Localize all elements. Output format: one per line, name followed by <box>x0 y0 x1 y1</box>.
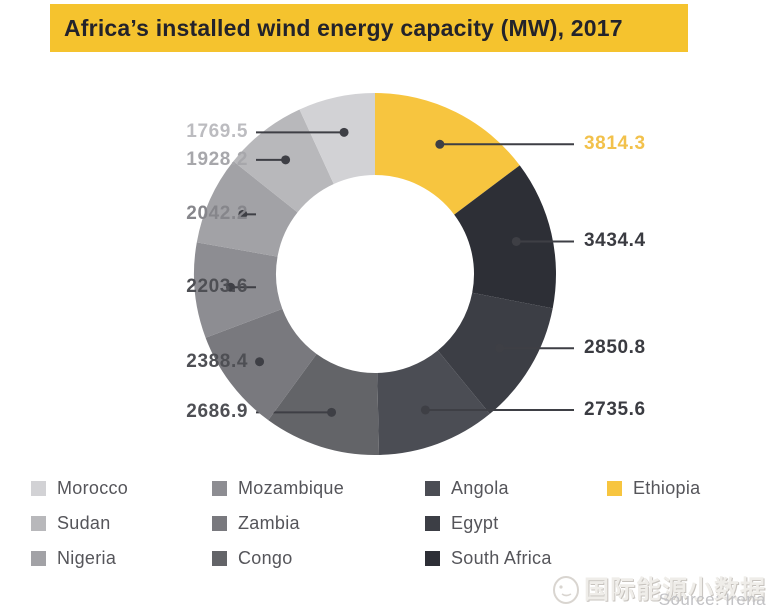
legend-column: Ethiopia <box>607 477 701 498</box>
chart-title: Africa’s installed wind energy capacity … <box>64 14 623 41</box>
leader-dot <box>339 127 349 137</box>
value-label-nigeria: 2042.2 <box>186 203 248 225</box>
donut-segment-morocco <box>299 93 375 185</box>
legend-label: Mozambique <box>238 477 345 498</box>
source-text: Source: Irena <box>658 590 766 609</box>
legend-swatch-icon <box>31 480 46 496</box>
leader-dot <box>238 209 248 219</box>
donut-segment-south-africa <box>454 165 556 309</box>
legend-swatch-icon <box>212 550 227 566</box>
legend-label: Zambia <box>238 512 300 533</box>
watermark-chinese-text: 国际能源小数据 <box>584 576 767 604</box>
legend-item-congo: Congo <box>212 547 344 568</box>
leader-dot <box>255 357 265 367</box>
value-label-angola: 2735.6 <box>584 398 646 420</box>
legend-swatch-icon <box>607 480 622 496</box>
legend-label: South Africa <box>451 547 552 568</box>
watermark-logo-icon <box>552 574 580 611</box>
legend-swatch-icon <box>31 515 46 531</box>
legend-item-nigeria: Nigeria <box>31 547 128 568</box>
value-label-egypt: 2850.8 <box>584 337 646 359</box>
legend-item-mozambique: Mozambique <box>212 477 345 498</box>
leader-dot <box>281 155 291 165</box>
legend-label: Ethiopia <box>633 477 701 498</box>
title-banner: Africa’s installed wind energy capacity … <box>50 4 688 52</box>
donut-segment-angola <box>377 350 490 455</box>
donut-segment-mozambique <box>193 242 283 338</box>
legend-item-south-africa: South Africa <box>425 547 552 568</box>
donut-segment-congo <box>268 353 380 455</box>
leader-dot <box>511 236 521 246</box>
legend-item-sudan: Sudan <box>31 512 128 533</box>
value-label-ethiopia: 3814.3 <box>584 133 646 155</box>
value-label-sudan: 1928.2 <box>186 148 248 170</box>
leader-dot <box>327 407 337 417</box>
legend-label: Angola <box>451 477 509 498</box>
legend-item-egypt: Egypt <box>425 512 552 533</box>
donut-segment-ethiopia <box>375 93 520 215</box>
legend-label: Nigeria <box>57 547 117 568</box>
legend-swatch-icon <box>31 550 46 566</box>
legend-label: Congo <box>238 547 293 568</box>
value-label-mozambique: 2203.6 <box>186 276 248 298</box>
legend-swatch-icon <box>212 480 227 496</box>
value-label-congo: 2686.9 <box>186 401 248 423</box>
legend-item-morocco: Morocco <box>31 477 129 498</box>
donut-segment-nigeria <box>196 161 298 257</box>
legend-item-angola: Angola <box>425 477 552 498</box>
legend-label: Sudan <box>57 512 111 533</box>
legend-label: Egypt <box>451 512 499 533</box>
legend-swatch-icon <box>425 515 440 531</box>
legend-label: Morocco <box>57 477 129 498</box>
donut-segment-egypt <box>437 292 553 414</box>
legend-swatch-icon <box>425 550 440 566</box>
value-label-zambia: 2388.4 <box>186 350 248 372</box>
value-label-south-africa: 3434.4 <box>584 230 646 252</box>
legend-column: Angola Egypt South Africa <box>425 477 552 568</box>
legend-swatch-icon <box>425 480 440 496</box>
legend: Morocco Sudan Nigeria Mozambique Zambia Congo… <box>0 477 772 590</box>
watermark: 国际能源小数据 Source: Irena <box>552 566 772 616</box>
value-label-morocco: 1769.5 <box>186 121 248 143</box>
legend-column: Morocco Sudan Nigeria <box>31 477 129 568</box>
leader-dot <box>420 405 430 415</box>
leader-dot <box>495 343 505 353</box>
legend-item-ethiopia: Ethiopia <box>607 477 701 498</box>
legend-column: Mozambique Zambia Congo <box>212 477 345 568</box>
legend-swatch-icon <box>212 515 227 531</box>
legend-item-zambia: Zambia <box>212 512 344 533</box>
leader-dot <box>226 282 236 292</box>
leader-dot <box>435 139 445 149</box>
